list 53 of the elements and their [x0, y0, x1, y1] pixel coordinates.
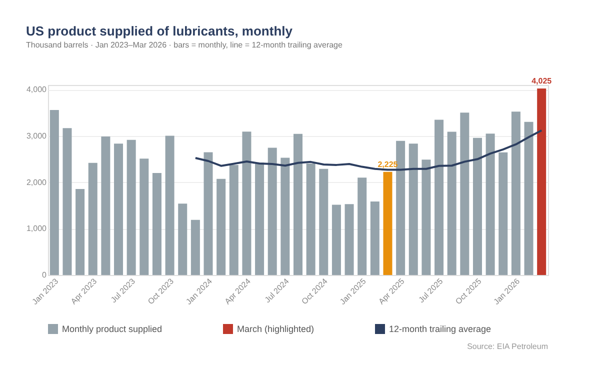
bar — [101, 136, 110, 275]
y-tick-label: 1,000 — [26, 224, 48, 234]
bar — [62, 128, 72, 275]
bar — [486, 134, 495, 275]
bar — [396, 140, 406, 275]
bar — [204, 152, 213, 275]
chart-title: US product supplied of lubricants, monthly — [26, 23, 294, 38]
bar — [344, 204, 354, 275]
bar — [165, 136, 174, 275]
bar — [268, 148, 277, 275]
bar — [242, 132, 252, 275]
bar — [370, 202, 380, 275]
bar — [50, 110, 59, 275]
bar — [524, 122, 534, 275]
data-label: 2,225 — [378, 160, 398, 169]
line-series — [194, 129, 543, 171]
source-note: Source: EIA Petroleum — [467, 342, 548, 351]
bar — [383, 172, 392, 275]
bar — [114, 144, 124, 275]
bar — [537, 88, 546, 275]
y-tick-label: 0 — [42, 270, 48, 280]
bar — [152, 173, 162, 275]
bar — [319, 168, 328, 275]
legend-label: Monthly product supplied — [62, 324, 162, 334]
bar — [498, 152, 508, 275]
bar — [422, 160, 431, 275]
bar — [76, 189, 85, 275]
bar — [447, 132, 456, 275]
bar — [126, 140, 136, 275]
y-tick-label: 4,000 — [26, 85, 48, 94]
bar — [255, 162, 264, 275]
legend-label: March (highlighted) — [237, 324, 314, 334]
bar — [88, 162, 98, 275]
bar — [294, 134, 302, 275]
chart-subtitle: Thousand barrels · Jan 2023–Mar 2026 · bars = monthly, line = 12-month trailing average — [26, 40, 344, 50]
bar — [140, 158, 149, 275]
bar — [229, 164, 238, 275]
y-tick-label: 3,000 — [26, 131, 48, 140]
bar — [332, 204, 341, 275]
bar — [460, 112, 470, 275]
bar — [190, 220, 200, 275]
bar — [408, 144, 418, 275]
y-tick-label: 2,000 — [26, 178, 48, 187]
bar — [358, 178, 367, 275]
bar — [434, 120, 444, 275]
bar — [511, 112, 520, 275]
legend-label: 12-month trailing average — [389, 324, 492, 334]
data-label: 4,025 — [532, 76, 552, 86]
bar — [306, 164, 316, 275]
bar — [178, 204, 188, 275]
bar — [216, 178, 226, 275]
bar — [472, 138, 482, 275]
bar — [280, 158, 290, 275]
